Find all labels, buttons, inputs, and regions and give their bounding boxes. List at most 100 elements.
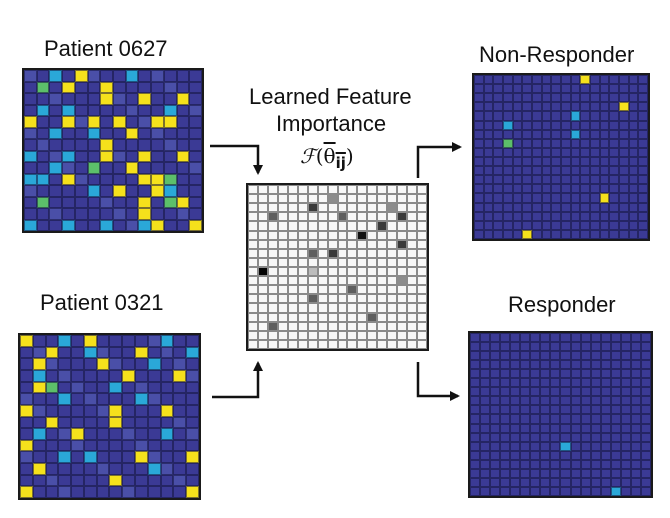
heatmap-cell (248, 330, 258, 340)
heatmap-cell (417, 221, 427, 231)
heatmap-cell (287, 330, 298, 340)
heatmap-cell (474, 211, 484, 221)
heatmap-cell (125, 104, 139, 116)
heatmap-cell (176, 81, 190, 93)
heatmap-cell (540, 342, 551, 352)
heatmap-cell (367, 294, 378, 304)
heatmap-cell (347, 321, 358, 331)
heatmap-cell (163, 196, 177, 208)
heatmap-cell (100, 196, 113, 208)
heatmap-cell (503, 84, 513, 94)
heatmap-cell (490, 441, 501, 451)
heatmap-cell (287, 230, 298, 240)
heatmap-cell (470, 387, 481, 397)
heatmap-cell (590, 84, 600, 94)
heatmap-cell (512, 166, 523, 176)
heatmap-cell (561, 138, 571, 148)
heatmap-cell (530, 486, 541, 496)
heatmap-cell (357, 339, 368, 349)
heatmap-cell (522, 84, 532, 94)
heatmap-cell (347, 203, 358, 213)
heatmap-cell (367, 221, 378, 231)
heatmap-cell (135, 439, 148, 452)
heatmap-cell (160, 428, 174, 440)
heatmap-cell (83, 451, 97, 464)
heatmap-cell (550, 405, 561, 415)
heatmap-cell (620, 468, 631, 478)
heatmap-cell (327, 303, 338, 313)
heatmap-cell (24, 116, 37, 128)
heatmap-cell (540, 405, 551, 415)
heatmap-cell (470, 486, 481, 496)
heatmap-cell (125, 127, 139, 139)
heatmap-cell (590, 202, 600, 212)
heatmap-cell (483, 84, 494, 94)
heatmap-cell (561, 75, 571, 85)
heatmap-cell (640, 459, 651, 469)
heatmap-cell (163, 185, 177, 197)
heatmap-cell (550, 486, 561, 496)
heatmap-cell (560, 360, 571, 370)
heatmap-cell (45, 486, 59, 498)
heatmap-cell (58, 451, 72, 464)
heatmap-cell (590, 441, 601, 451)
heatmap-cell (287, 266, 298, 277)
heatmap-cell (74, 116, 88, 128)
heatmap-cell (610, 405, 621, 415)
heatmap-cell (74, 173, 88, 185)
heatmap-cell (610, 468, 621, 478)
heatmap-cell (49, 173, 63, 185)
heatmap-cell (540, 360, 551, 370)
heatmap-cell (248, 321, 258, 331)
heatmap-cell (540, 351, 551, 361)
heatmap-cell (173, 474, 187, 487)
heatmap-cell (160, 404, 174, 417)
heatmap-cell (550, 333, 561, 343)
heatmap-cell (609, 220, 619, 230)
heatmap-cell (522, 175, 532, 185)
heatmap-cell (189, 139, 202, 151)
heatmap-cell (36, 219, 50, 231)
heatmap-cell (24, 162, 37, 174)
heatmap-cell (580, 229, 590, 239)
heatmap-cell (71, 369, 84, 382)
heatmap-cell (135, 451, 148, 464)
heatmap-cell (490, 468, 501, 478)
heatmap-cell (49, 116, 63, 128)
heatmap-cell (580, 211, 590, 221)
heatmap-cell (347, 276, 358, 286)
heatmap-cell (151, 93, 164, 105)
heatmap-cell (257, 285, 268, 295)
heatmap-cell (630, 360, 641, 370)
heatmap-cell (490, 405, 501, 415)
heatmap-cell (561, 120, 571, 130)
heatmap-cell (417, 303, 427, 313)
heatmap-cell (377, 221, 388, 231)
heatmap-cell (100, 185, 113, 197)
heatmap-cell (628, 156, 639, 167)
heatmap-cell (493, 220, 503, 230)
heatmap-cell (628, 120, 639, 130)
heatmap-cell (470, 360, 481, 370)
heatmap-cell (377, 276, 388, 286)
heatmap-cell (327, 339, 338, 349)
heatmap-cell (151, 196, 164, 208)
heatmap-cell (74, 196, 88, 208)
heatmap-cell (160, 393, 174, 405)
heatmap-cell (49, 196, 63, 208)
heatmap-cell (138, 162, 152, 174)
heatmap-cell (570, 111, 581, 121)
heatmap-cell (599, 93, 610, 103)
heatmap-cell (20, 439, 33, 452)
heatmap-cell (532, 93, 542, 103)
feature-importance-heatmap (246, 183, 429, 351)
heatmap-cell (512, 138, 523, 148)
heatmap-cell (176, 196, 190, 208)
heatmap-cell (317, 221, 328, 231)
heatmap-cell (590, 351, 601, 361)
heatmap-cell (387, 185, 398, 195)
heatmap-cell (590, 120, 600, 130)
heatmap-cell (480, 468, 491, 478)
heatmap-cell (540, 414, 551, 424)
heatmap-cell (493, 93, 503, 103)
